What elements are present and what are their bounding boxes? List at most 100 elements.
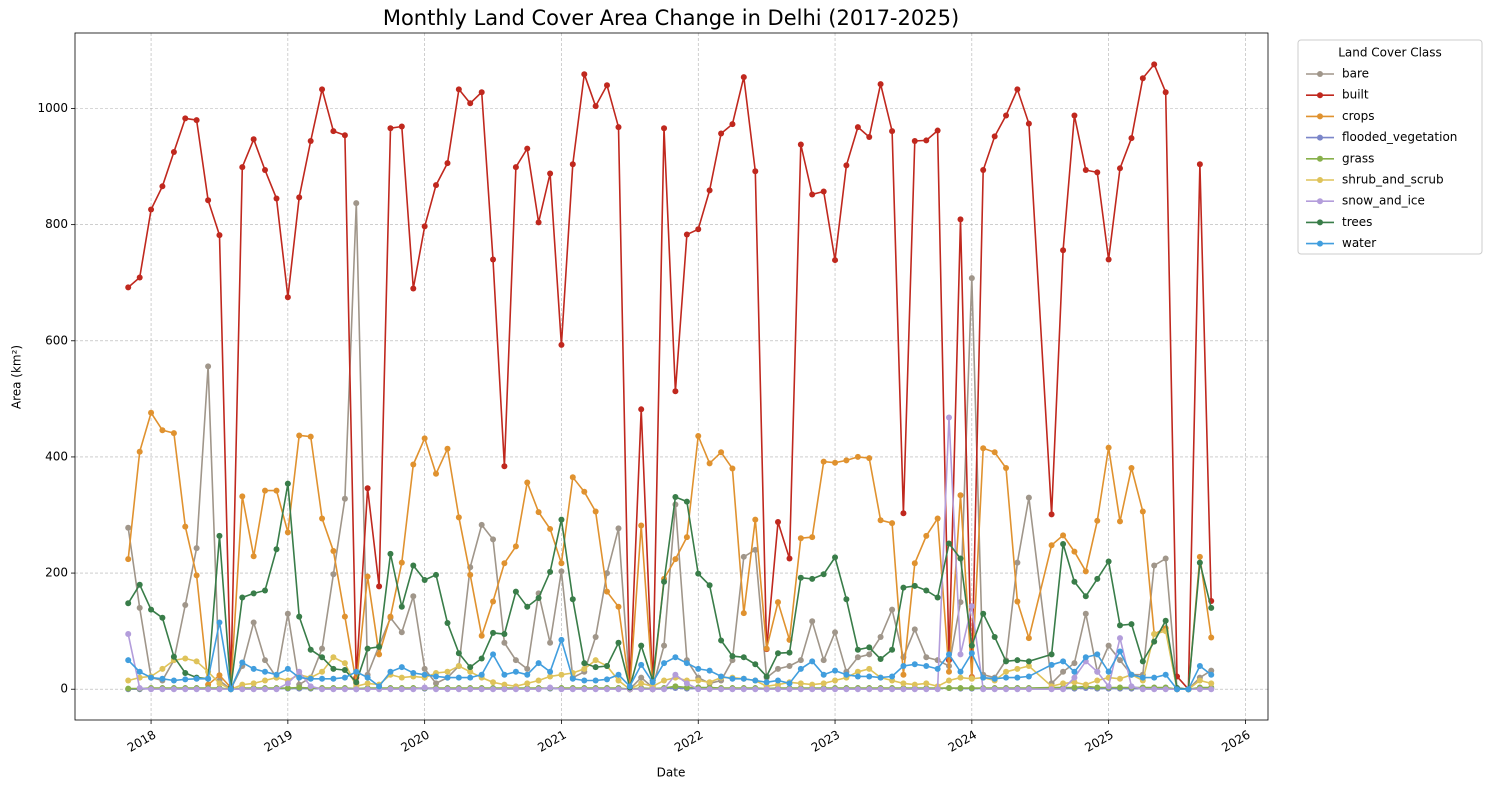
point: [398, 603, 405, 610]
point: [1162, 555, 1169, 562]
point: [284, 480, 291, 487]
point: [1060, 686, 1067, 693]
point: [649, 686, 656, 693]
point: [957, 674, 964, 681]
y-tick-label: 0: [60, 682, 68, 696]
point: [1105, 256, 1112, 263]
point: [330, 686, 337, 693]
point: [558, 568, 565, 575]
point: [1128, 464, 1135, 471]
point: [672, 683, 679, 690]
point: [239, 594, 246, 601]
point: [638, 661, 645, 668]
point: [284, 610, 291, 617]
point: [341, 495, 348, 502]
point: [307, 683, 314, 690]
legend-marker: [1317, 219, 1323, 226]
y-tick-label: 1000: [37, 101, 68, 115]
point: [1025, 662, 1032, 669]
point: [535, 686, 542, 693]
point: [490, 686, 497, 693]
point: [877, 686, 884, 693]
point: [193, 686, 200, 693]
point: [444, 445, 451, 452]
point: [843, 457, 850, 464]
y-tick-label: 800: [45, 217, 68, 231]
point: [284, 294, 291, 301]
point: [1014, 86, 1021, 93]
point: [718, 130, 725, 137]
point: [125, 524, 132, 531]
point: [296, 194, 303, 201]
point: [558, 671, 565, 678]
point: [638, 642, 645, 649]
point: [501, 681, 508, 688]
point: [866, 651, 873, 658]
point: [284, 680, 291, 687]
point: [364, 680, 371, 687]
point: [410, 593, 417, 600]
point: [1151, 631, 1158, 638]
point: [797, 574, 804, 581]
point: [661, 642, 668, 649]
point: [1105, 558, 1112, 565]
point: [524, 671, 531, 678]
point: [945, 414, 952, 421]
point: [421, 435, 428, 442]
point: [889, 673, 896, 680]
point: [250, 665, 257, 672]
point: [239, 164, 246, 171]
point: [273, 686, 280, 693]
point: [524, 680, 531, 687]
point: [832, 554, 839, 561]
point: [136, 668, 143, 675]
point: [182, 115, 189, 122]
point: [455, 86, 462, 93]
point: [923, 587, 930, 594]
point: [455, 674, 462, 681]
point: [695, 665, 702, 672]
point: [569, 161, 576, 168]
point: [706, 582, 713, 589]
point: [1014, 665, 1021, 672]
point: [455, 650, 462, 657]
point: [182, 686, 189, 693]
point: [558, 686, 565, 693]
point: [307, 646, 314, 653]
point: [1060, 541, 1067, 548]
point: [661, 578, 668, 585]
point: [159, 665, 166, 672]
point: [136, 448, 143, 455]
y-tick-label: 600: [45, 333, 68, 347]
point: [923, 137, 930, 144]
point: [307, 138, 314, 145]
point: [296, 668, 303, 675]
point: [604, 662, 611, 669]
point: [433, 673, 440, 680]
point: [467, 674, 474, 681]
point: [410, 285, 417, 292]
point: [889, 606, 896, 613]
point: [740, 686, 747, 693]
x-tick-label: 2022: [672, 728, 705, 755]
point: [1196, 686, 1203, 693]
point: [889, 128, 896, 135]
point: [467, 668, 474, 675]
point: [182, 602, 189, 609]
point: [968, 650, 975, 657]
point: [227, 686, 234, 693]
point: [364, 645, 371, 652]
point: [1094, 517, 1101, 524]
point: [1116, 675, 1123, 682]
point: [672, 494, 679, 501]
point: [1185, 686, 1192, 693]
point: [843, 596, 850, 603]
point: [866, 673, 873, 680]
point: [387, 613, 394, 620]
point: [809, 191, 816, 198]
point: [638, 674, 645, 681]
point: [524, 686, 531, 693]
point: [444, 160, 451, 167]
point: [1116, 657, 1123, 664]
